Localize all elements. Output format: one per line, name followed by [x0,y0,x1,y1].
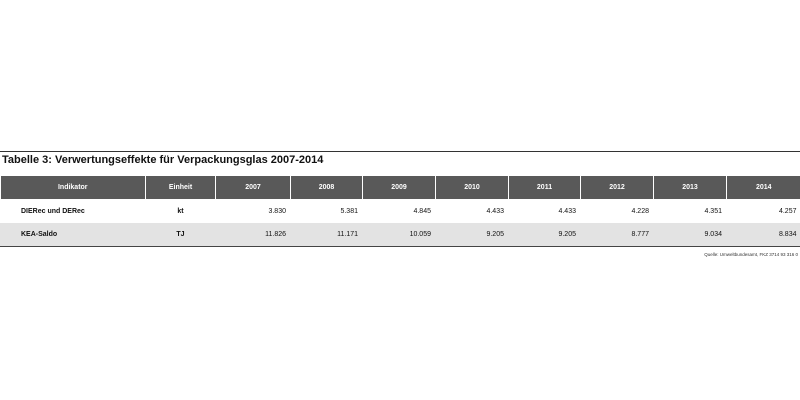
header-cell: 2009 [362,176,436,199]
value-cell: 5.381 [290,199,363,223]
header-cell: 2007 [215,176,291,199]
value-cell: 4.228 [580,199,654,223]
value-cell: 4.351 [653,199,727,223]
value-cell: 9.205 [508,223,581,247]
value-cell: 9.205 [435,223,509,247]
header-cell: 2014 [726,176,800,199]
unit-cell: TJ [145,223,216,247]
header-cell: 2008 [290,176,363,199]
title-rule [0,151,800,152]
table-title: Tabelle 3: Verwertungseffekte für Verpac… [2,154,324,166]
header-cell: 2012 [580,176,654,199]
value-cell: 4.845 [362,199,436,223]
value-cell: 8.777 [580,223,654,247]
header-cell: 2010 [435,176,509,199]
header-row: Indikator Einheit 2007 2008 2009 2010 2011 2012… [0,176,800,199]
source-note: Quelle: Umweltbundesamt, FKZ 3714 93 316… [704,252,798,257]
table-row: KEA-Saldo TJ 11.826 11.171 10.059 9.205 9.205 8… [0,223,800,247]
data-table: Indikator Einheit 2007 2008 2009 2010 2011 2012… [0,176,800,247]
indicator-cell: DIERec und DERec [0,199,146,223]
value-cell: 11.826 [215,223,291,247]
value-cell: 4.257 [726,199,800,223]
value-cell: 4.433 [508,199,581,223]
value-cell: 8.834 [726,223,800,247]
header-cell: Indikator [0,176,146,199]
indicator-cell: KEA-Saldo [0,223,146,247]
value-cell: 3.830 [215,199,291,223]
table-row: DIERec und DERec kt 3.830 5.381 4.845 4.433 4.… [0,199,800,223]
unit-cell: kt [145,199,216,223]
value-cell: 10.059 [362,223,436,247]
value-cell: 4.433 [435,199,509,223]
value-cell: 9.034 [653,223,727,247]
header-cell: 2011 [508,176,581,199]
value-cell: 11.171 [290,223,363,247]
header-cell: Einheit [145,176,216,199]
header-cell: 2013 [653,176,727,199]
